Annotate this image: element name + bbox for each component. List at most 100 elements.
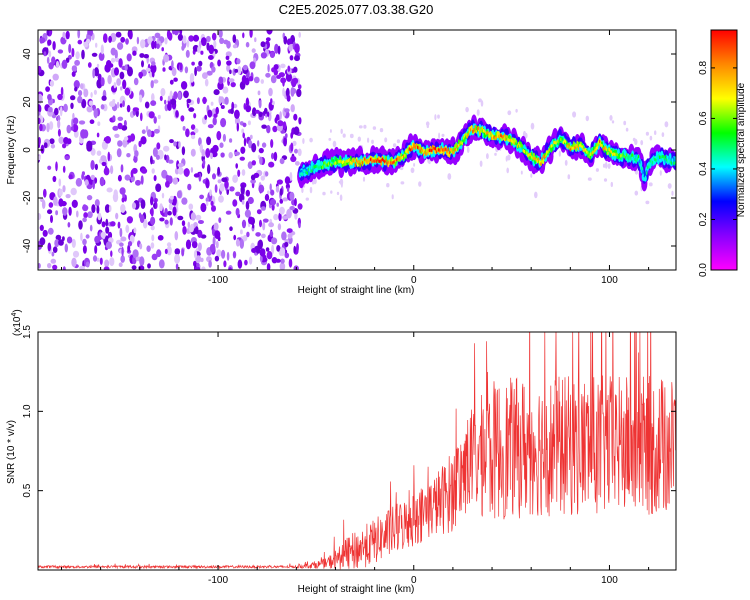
ridge-cell [339, 159, 341, 164]
ridge-cell [301, 172, 304, 177]
noise-speckle [82, 238, 87, 246]
noise-speckle [179, 30, 183, 36]
ridge-cell [463, 133, 466, 138]
ridge-cell [620, 154, 622, 158]
noise-speckle [290, 142, 294, 152]
ridge-cell [621, 153, 623, 157]
ridge-cell [520, 144, 522, 148]
noise-speckle [278, 212, 282, 222]
noise-speckle [149, 208, 153, 215]
noise-speckle [183, 90, 189, 99]
noise-speckle [115, 212, 119, 220]
noise-speckle [250, 174, 256, 181]
ridge-cell [473, 127, 475, 132]
background-speckle [664, 121, 669, 128]
noise-speckle [102, 232, 106, 240]
spectrogram-x-label: Height of straight line (km) [298, 285, 415, 296]
noise-speckle [258, 147, 264, 154]
noise-speckle [235, 239, 240, 247]
spectrogram-panel: -100 0 100 -40 -20 0 20 40 Height of straight l… [6, 29, 677, 296]
noise-speckle [287, 65, 291, 72]
noise-speckle [210, 152, 213, 159]
ridge-cell [332, 158, 334, 163]
noise-speckle [139, 53, 145, 58]
ridge-cell [638, 163, 641, 167]
noise-speckle [122, 100, 125, 108]
background-speckle [384, 137, 388, 143]
noise-speckle [219, 37, 225, 44]
noise-speckle [89, 119, 95, 124]
ridge-cell [611, 152, 614, 157]
background-speckle [479, 160, 483, 167]
background-speckle [400, 181, 405, 185]
ridge-cell [597, 140, 600, 144]
noise-speckle [118, 58, 123, 68]
noise-speckle [271, 257, 278, 264]
ridge-cell [553, 140, 555, 145]
noise-speckle [289, 171, 293, 182]
noise-speckle [234, 109, 240, 120]
noise-speckle [90, 160, 95, 170]
noise-speckle [62, 266, 66, 270]
ridge-cell [588, 150, 591, 156]
ridge-cell [560, 137, 562, 142]
ridge-cell [335, 161, 338, 165]
noise-speckle [136, 36, 140, 45]
noise-speckle [104, 63, 111, 73]
background-speckle [392, 143, 397, 148]
noise-speckle [75, 177, 83, 187]
noise-speckle [110, 250, 113, 257]
ridge-cell [629, 155, 631, 160]
ridge-cell [371, 160, 373, 164]
noise-speckle [260, 206, 266, 211]
noise-speckle [293, 245, 297, 254]
ridge-cell [481, 126, 483, 130]
noise-speckle [237, 259, 243, 269]
noise-speckle [62, 185, 66, 193]
background-speckle [339, 194, 343, 201]
ridge-cell [557, 139, 560, 144]
ridge-cell [498, 134, 500, 139]
noise-speckle [45, 86, 50, 92]
noise-speckle [273, 64, 279, 70]
noise-speckle [260, 41, 266, 48]
ridge-cell [385, 158, 387, 163]
noise-speckle [201, 266, 206, 270]
ridge-cell [494, 136, 496, 140]
noise-speckle [128, 30, 133, 40]
noise-speckle [120, 164, 124, 173]
background-speckle [480, 100, 484, 107]
noise-speckle [180, 115, 185, 122]
ridge-cell [652, 160, 655, 166]
noise-speckle [266, 30, 273, 35]
noise-speckle [186, 39, 190, 48]
ridge-cell [529, 152, 532, 157]
background-speckle [520, 170, 523, 175]
noise-speckle [252, 107, 257, 117]
noise-speckle [71, 257, 77, 268]
noise-speckle [188, 203, 194, 210]
spectrogram-y-tick-label: 20 [22, 96, 33, 108]
ridge-cell [599, 139, 601, 144]
ridge-cell [575, 146, 578, 152]
noise-speckle [103, 167, 110, 176]
noise-speckle [164, 248, 168, 255]
noise-speckle [62, 165, 66, 173]
noise-speckle [246, 231, 250, 238]
noise-speckle [181, 146, 186, 156]
ridge-cell [378, 159, 380, 164]
noise-speckle [180, 81, 188, 90]
noise-speckle [193, 250, 198, 259]
noise-speckle [42, 229, 48, 237]
noise-speckle [60, 86, 64, 96]
ridge-cell [327, 161, 330, 166]
ridge-cell [348, 158, 351, 162]
noise-speckle [245, 200, 250, 210]
noise-speckle [157, 114, 161, 120]
ridge-cell [482, 128, 485, 133]
ridge-cell [528, 152, 530, 157]
snr-scale-exponent: 4 [11, 313, 18, 317]
noise-speckle [139, 94, 143, 103]
noise-speckle [171, 60, 174, 69]
background-speckle [587, 177, 592, 181]
